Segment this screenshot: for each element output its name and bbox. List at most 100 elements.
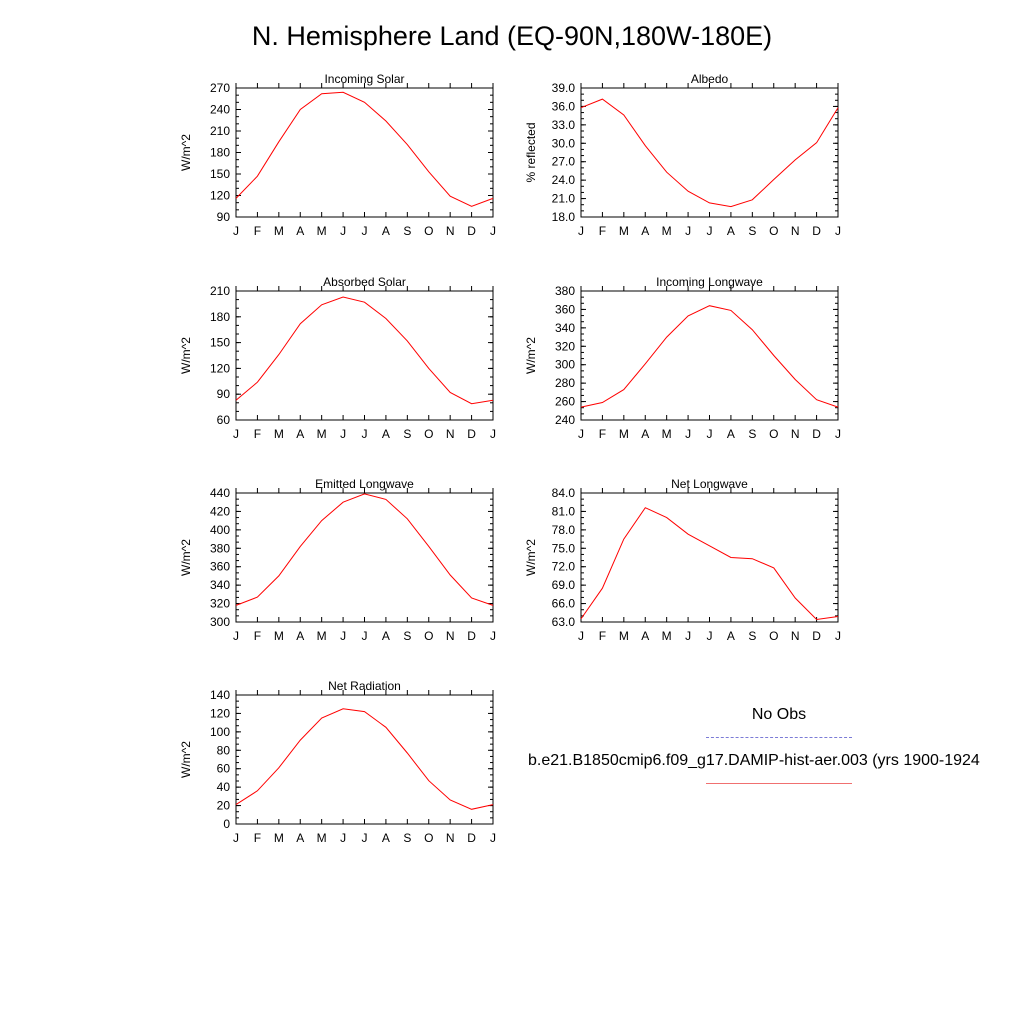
- panel-4-ytick-label: 300: [555, 358, 575, 372]
- panel-4-xtick-label: M: [662, 427, 672, 441]
- panel-4-ytick-label: 360: [555, 302, 575, 316]
- panel-6-xtick-label: A: [641, 629, 649, 643]
- panel-5-xtick-label: J: [340, 629, 346, 643]
- panel-6-xtick-label: N: [791, 629, 800, 643]
- panel-5-xtick-label: F: [254, 629, 261, 643]
- panel-2-xtick-label: F: [599, 224, 606, 238]
- panel-3-xtick-label: D: [467, 427, 476, 441]
- panel-2-xtick-label: J: [685, 224, 691, 238]
- panel-4-series-line: [580, 305, 839, 408]
- panel-7-ylabel: W/m^2: [179, 741, 193, 778]
- panel-6-ytick-label: 69.0: [552, 578, 576, 592]
- panel-3-ylabel: W/m^2: [179, 337, 193, 374]
- panel-1-ytick-label: 180: [210, 146, 230, 160]
- panel-6-ytick-label: 81.0: [552, 504, 576, 518]
- panel-6-xtick-label: M: [662, 629, 672, 643]
- page-title: N. Hemisphere Land (EQ-90N,180W-180E): [251, 21, 773, 51]
- panel-4-xtick-label: J: [707, 427, 713, 441]
- panel-6-xtick-label: J: [578, 629, 584, 643]
- legend-obs-line: [706, 737, 852, 738]
- panel-2-xtick-label: J: [835, 224, 841, 238]
- panel-1-ytick-label: 120: [210, 189, 230, 203]
- panel-4-ytick-label: 240: [555, 413, 575, 427]
- panel-5-ytick-label: 400: [210, 523, 230, 537]
- panel-5-xtick-label: M: [317, 629, 327, 643]
- panel-3-xtick-label: F: [254, 427, 261, 441]
- panel-5-xtick-label: A: [296, 629, 304, 643]
- panel-4-ytick-label: 380: [555, 284, 575, 298]
- panel-1-frame: [235, 87, 494, 218]
- panel-7-xtick-label: O: [424, 831, 433, 845]
- panel-7-xtick-label: D: [467, 831, 476, 845]
- panel-3-xtick-label: M: [317, 427, 327, 441]
- panel-3-frame: [235, 290, 494, 421]
- panel-6-ytick-label: 75.0: [552, 541, 576, 555]
- panel-1-ytick-label: 240: [210, 103, 230, 117]
- panel-5-ytick-label: 420: [210, 504, 230, 518]
- panel-5-ytick-label: 300: [210, 615, 230, 629]
- panel-2-ytick-label: 18.0: [552, 210, 576, 224]
- panel-7-xtick-label: M: [317, 831, 327, 845]
- panel-2-ylabel: % reflected: [524, 122, 538, 182]
- panel-7-title: Net Radiation: [328, 679, 401, 693]
- panel-1-ytick-label: 270: [210, 81, 230, 95]
- panel-6-xtick-label: M: [619, 629, 629, 643]
- panel-2-xtick-label: O: [769, 224, 778, 238]
- panel-6-xtick-label: J: [685, 629, 691, 643]
- panel-2-xtick-label: A: [641, 224, 649, 238]
- panel-5-xtick-label: O: [424, 629, 433, 643]
- panel-3-xtick-label: S: [403, 427, 411, 441]
- panel-7-xtick-label: N: [446, 831, 455, 845]
- panel-5-series-line: [235, 493, 494, 606]
- panel-7-xtick-label: J: [233, 831, 239, 845]
- panel-4-title: Incoming Longwave: [656, 275, 763, 289]
- panel-5-xtick-label: D: [467, 629, 476, 643]
- panel-1-xtick-label: D: [467, 224, 476, 238]
- panel-3-xtick-label: A: [296, 427, 304, 441]
- panel-6-ytick-label: 72.0: [552, 560, 576, 574]
- panel-3-xtick-label: M: [274, 427, 284, 441]
- panel-2-ytick-label: 39.0: [552, 81, 576, 95]
- panel-3-ytick-label: 150: [210, 336, 230, 350]
- panel-1-ytick-label: 210: [210, 124, 230, 138]
- panel-7-xtick-label: J: [362, 831, 368, 845]
- panel-1-title: Incoming Solar: [324, 72, 404, 86]
- panel-3-title: Absorbed Solar: [323, 275, 406, 289]
- panel-2-ytick-label: 24.0: [552, 173, 576, 187]
- panel-3-ytick-label: 90: [217, 387, 231, 401]
- panel-3-xtick-label: J: [233, 427, 239, 441]
- panel-6-xtick-label: D: [812, 629, 821, 643]
- panel-4-xtick-label: S: [748, 427, 756, 441]
- panel-7-ytick-label: 40: [217, 780, 231, 794]
- panel-5-xtick-label: A: [382, 629, 390, 643]
- panel-5-xtick-label: N: [446, 629, 455, 643]
- panel-1-ylabel: W/m^2: [179, 134, 193, 171]
- panel-1-xtick-label: J: [490, 224, 496, 238]
- panel-1-xtick-label: J: [233, 224, 239, 238]
- panel-1-xtick-label: M: [274, 224, 284, 238]
- panel-5-xtick-label: M: [274, 629, 284, 643]
- panel-6-xtick-label: J: [707, 629, 713, 643]
- panel-2-ytick-label: 27.0: [552, 155, 576, 169]
- panel-6-xtick-label: O: [769, 629, 778, 643]
- panel-2-xtick-label: D: [812, 224, 821, 238]
- panel-7-series-line: [235, 708, 494, 810]
- panel-3-ytick-label: 210: [210, 284, 230, 298]
- panel-5-ytick-label: 320: [210, 597, 230, 611]
- panel-7-xtick-label: M: [274, 831, 284, 845]
- panel-3-xtick-label: J: [362, 427, 368, 441]
- panel-3-xtick-label: J: [490, 427, 496, 441]
- panel-6-xtick-label: S: [748, 629, 756, 643]
- panel-6-ytick-label: 66.0: [552, 597, 576, 611]
- panel-4-xtick-label: F: [599, 427, 606, 441]
- panel-3-xtick-label: N: [446, 427, 455, 441]
- panel-6-ytick-label: 84.0: [552, 486, 576, 500]
- panel-2-xtick-label: S: [748, 224, 756, 238]
- panel-4-xtick-label: O: [769, 427, 778, 441]
- panel-2-ytick-label: 30.0: [552, 136, 576, 150]
- panel-7-frame: [235, 694, 494, 825]
- panel-7-ytick-label: 20: [217, 799, 231, 813]
- panel-4-xtick-label: D: [812, 427, 821, 441]
- panel-6-series-line: [580, 507, 839, 621]
